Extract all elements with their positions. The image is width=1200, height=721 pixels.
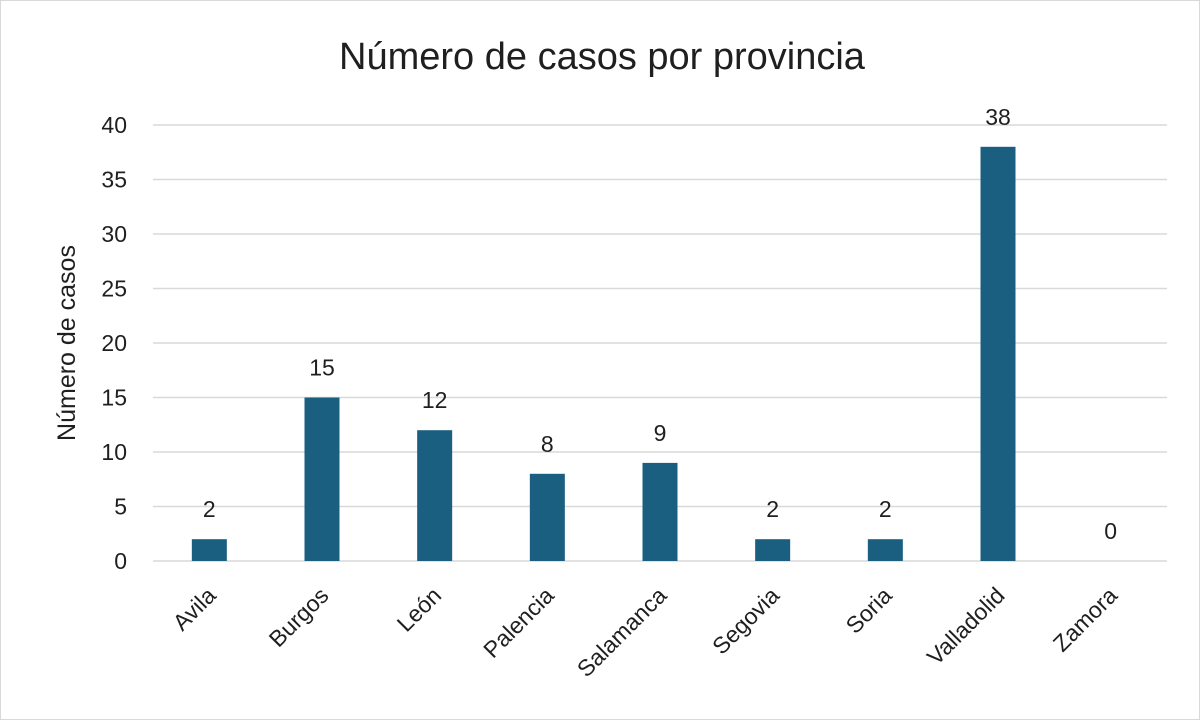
- bar: [417, 430, 453, 561]
- y-tick-label: 40: [101, 112, 127, 138]
- chart-title: Número de casos por provincia: [339, 36, 866, 78]
- data-label: 2: [879, 496, 892, 522]
- y-tick-label: 10: [101, 439, 127, 465]
- y-tick-label: 25: [101, 276, 127, 302]
- bar: [867, 539, 903, 561]
- data-label: 15: [309, 355, 335, 381]
- y-tick-label: 20: [101, 330, 127, 356]
- bar: [642, 462, 678, 561]
- y-tick-label: 35: [101, 167, 127, 193]
- bar: [980, 146, 1016, 562]
- bar: [529, 473, 565, 561]
- x-tick-label: Zamora: [1048, 582, 1123, 657]
- data-label: 12: [422, 387, 448, 413]
- y-tick-label: 5: [114, 494, 127, 520]
- data-label: 2: [766, 496, 779, 522]
- y-tick-label: 30: [101, 221, 127, 247]
- data-label: 38: [985, 104, 1011, 130]
- x-tick-label: Valladolid: [922, 582, 1010, 670]
- data-label: 8: [541, 431, 554, 457]
- x-tick-label: Avila: [168, 582, 221, 635]
- x-axis-ticks: Avila Burgos León Palencia Salamanca Segovia S…: [168, 582, 1123, 682]
- data-label: 0: [1104, 518, 1117, 544]
- data-labels: 2 15 12 8 9 2 2 38 0: [203, 104, 1117, 544]
- x-tick-label: Segovia: [707, 582, 784, 659]
- x-tick-label: Burgos: [264, 582, 334, 652]
- y-tick-label: 15: [101, 385, 127, 411]
- x-tick-label: León: [392, 582, 447, 637]
- x-tick-label: Soria: [841, 582, 897, 638]
- x-tick-label: Salamanca: [572, 582, 672, 682]
- y-axis-label: Número de casos: [53, 245, 81, 441]
- bar: [304, 397, 340, 561]
- y-tick-label: 0: [114, 548, 127, 574]
- bar: [191, 539, 227, 561]
- data-label: 9: [654, 420, 667, 446]
- x-tick-label: Palencia: [478, 582, 559, 663]
- bars: [191, 146, 1016, 562]
- data-label: 2: [203, 496, 216, 522]
- bar: [755, 539, 791, 561]
- y-axis-ticks: 0 5 10 15 20 25 30 35 40: [101, 112, 127, 574]
